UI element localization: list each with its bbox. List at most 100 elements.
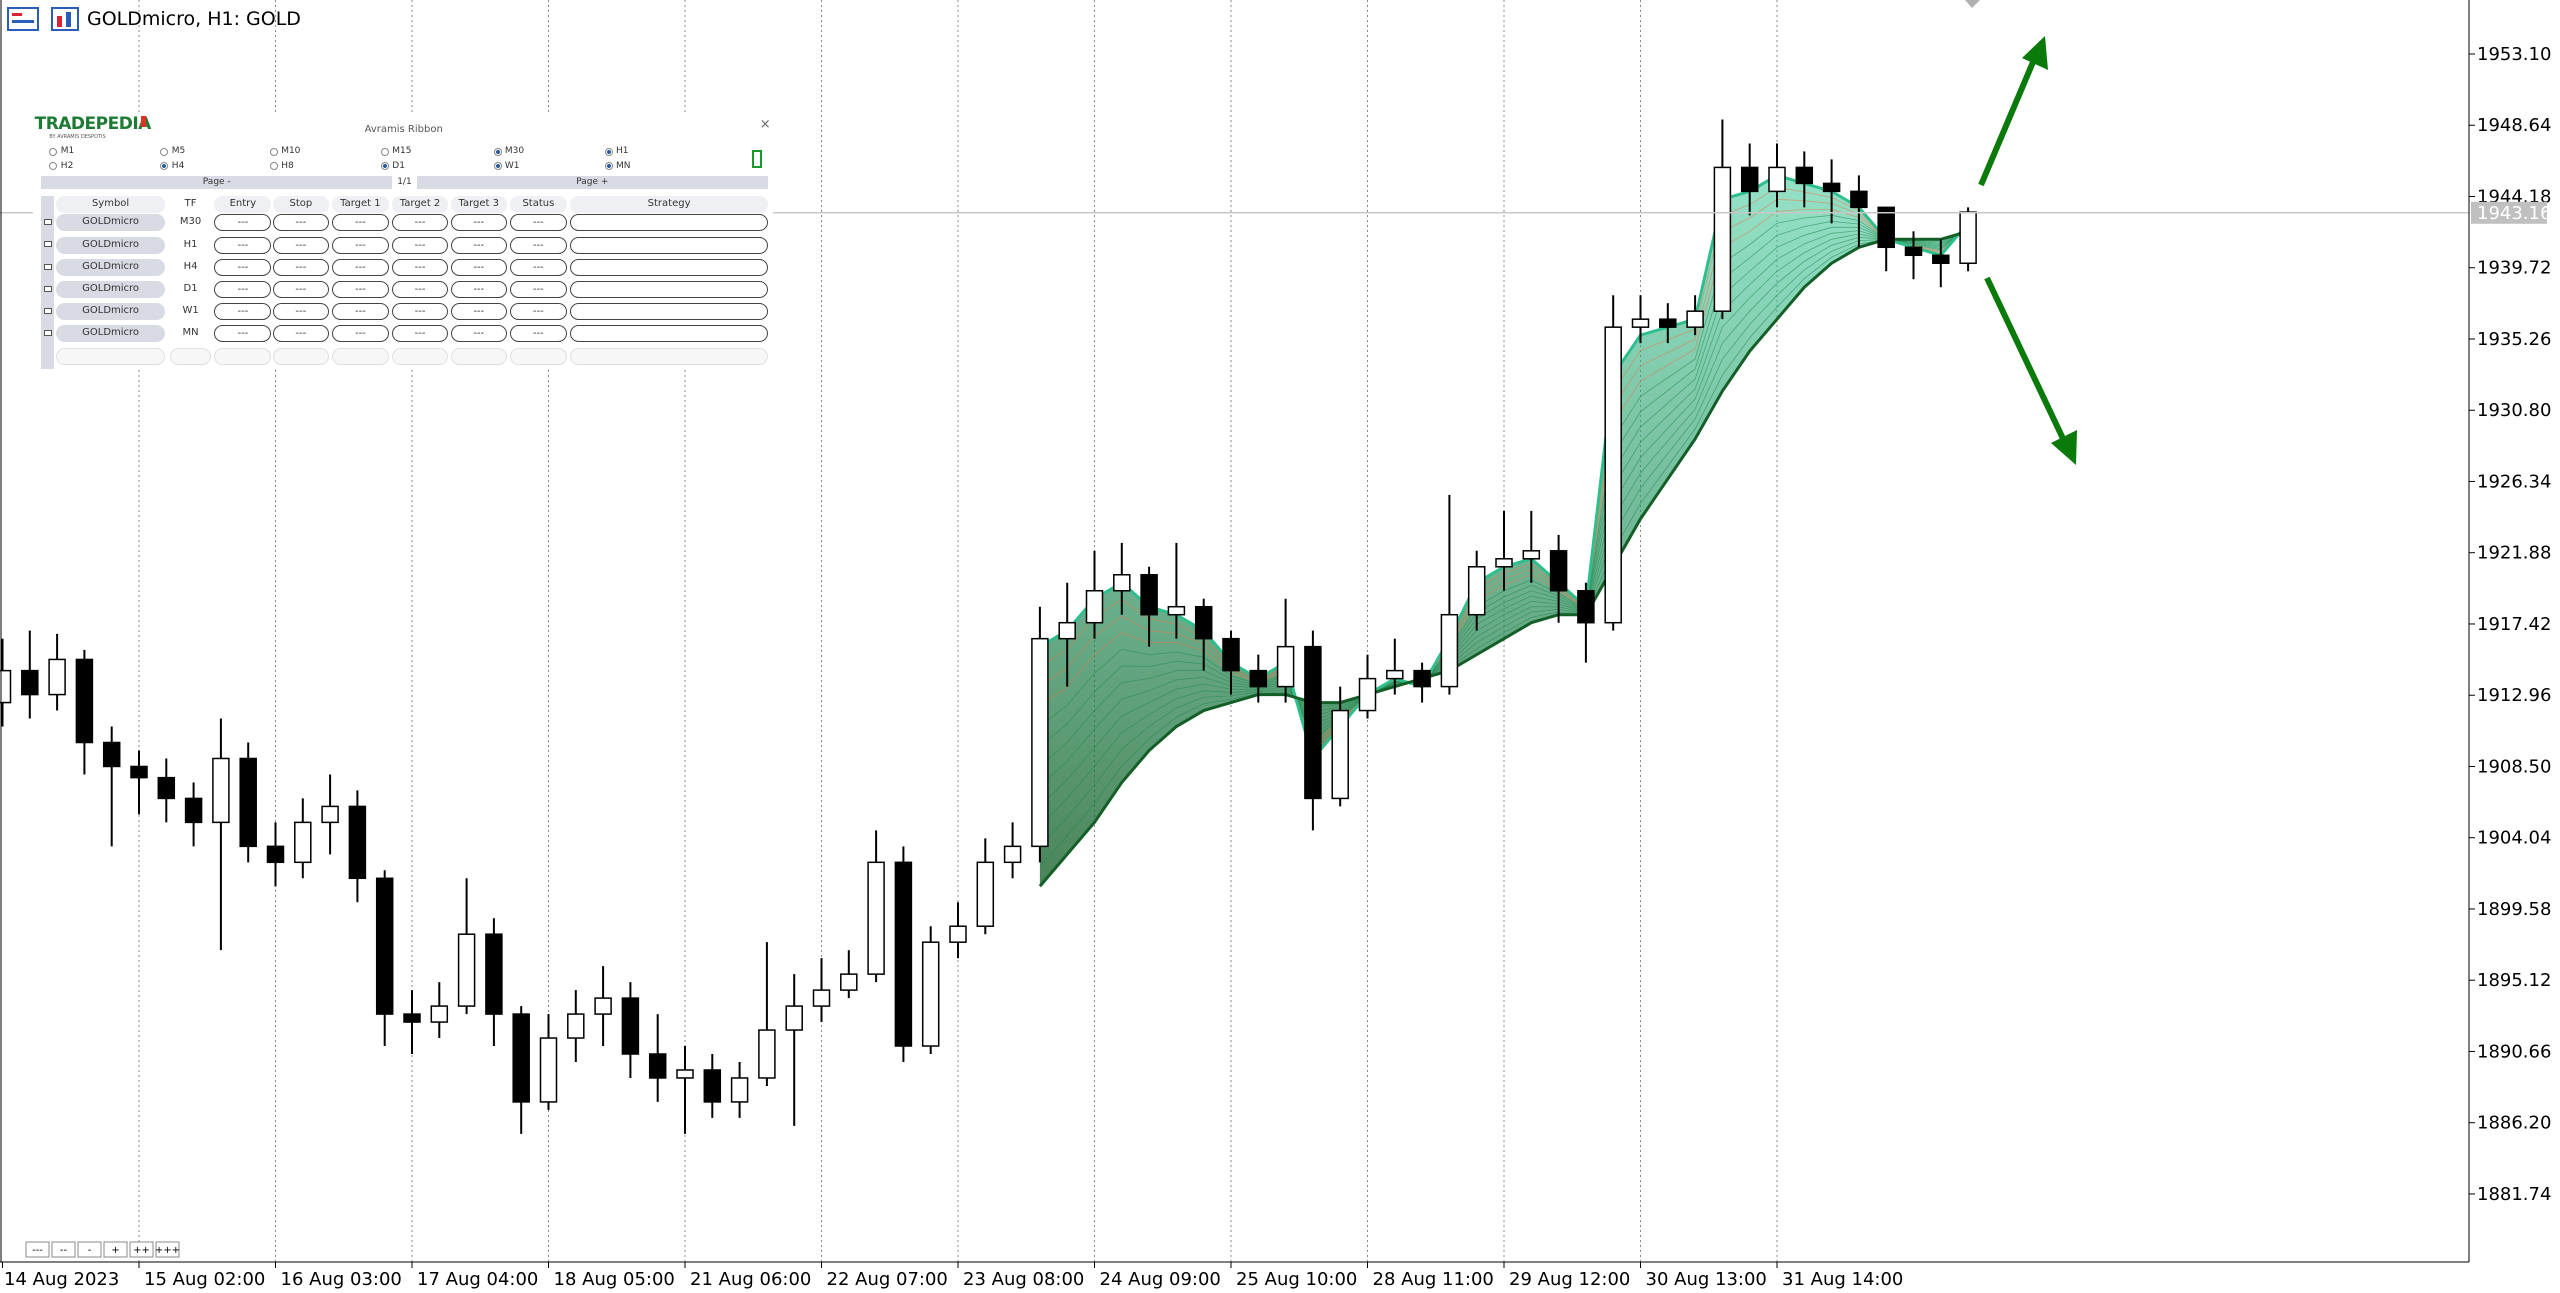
value-cell: --- <box>273 214 329 232</box>
candle-body <box>75 658 94 744</box>
symbol-cell: GOLDmicro <box>55 258 166 276</box>
menu-icon[interactable] <box>7 7 39 31</box>
zoom-button[interactable] <box>25 1241 50 1258</box>
symbol-cell: GOLDmicro <box>55 280 166 298</box>
radio[interactable] <box>49 147 58 156</box>
candle-body <box>648 1053 667 1079</box>
row-icon[interactable] <box>43 285 52 292</box>
candle-body <box>0 669 12 704</box>
value-cell: --- <box>451 325 507 343</box>
empty-cell <box>170 347 211 365</box>
value-cell: --- <box>392 325 448 343</box>
candle-body <box>676 1069 694 1079</box>
value-cell: --- <box>509 258 567 276</box>
candle-body <box>567 1013 585 1039</box>
row-icon[interactable] <box>43 263 52 270</box>
y-tick-label: 1912.96 <box>2477 685 2551 706</box>
zoom-button[interactable] <box>129 1241 154 1258</box>
zoom-button[interactable] <box>103 1241 128 1258</box>
zoom-button-label: - <box>88 1245 92 1256</box>
candle-body <box>1194 605 1213 640</box>
value-cell: --- <box>509 325 567 343</box>
ribbon-hairline <box>1039 227 1969 787</box>
candle-body <box>921 941 940 1047</box>
row-icon[interactable] <box>43 219 52 226</box>
radio[interactable] <box>160 147 169 156</box>
radio-label: M10 <box>281 145 301 156</box>
candle-body <box>1113 574 1131 592</box>
price-label-box <box>2471 201 2547 224</box>
radio[interactable] <box>269 162 278 171</box>
radio[interactable] <box>380 162 389 171</box>
column-header: TF <box>184 197 197 209</box>
candle-body <box>102 741 121 768</box>
row-icon[interactable] <box>43 308 52 314</box>
row-icon[interactable] <box>43 330 52 337</box>
zoom-button-label: +++ <box>155 1245 180 1256</box>
zoom-button[interactable] <box>51 1241 76 1258</box>
arrow-up <box>1978 36 2048 187</box>
value-cell <box>570 214 768 232</box>
radio[interactable] <box>604 147 613 156</box>
zoom-button[interactable] <box>77 1241 102 1258</box>
column-header: Entry <box>214 195 272 213</box>
page-prev[interactable]: Page - <box>41 176 393 190</box>
chart-icon[interactable] <box>51 7 79 31</box>
x-tick-label: 14 Aug 2023 <box>4 1269 119 1290</box>
radio[interactable] <box>380 147 389 156</box>
arrow-down <box>1984 276 2077 465</box>
avramis-ribbon-panel: TRADEPEDIA BY AVRAMIS DESPOTIS Avramis Rib… <box>33 114 773 369</box>
candle-body <box>621 997 640 1055</box>
tf-cell: W1 <box>182 305 199 317</box>
radio[interactable] <box>269 147 278 156</box>
close-button[interactable]: × <box>759 117 771 133</box>
column-header: Strategy <box>570 195 768 213</box>
value-cell: --- <box>451 236 507 254</box>
x-tick-label: 24 Aug 09:00 <box>1100 1269 1221 1290</box>
candle-body <box>1549 550 1568 592</box>
x-tick-label: 29 Aug 12:00 <box>1509 1269 1630 1290</box>
candle-body <box>1604 326 1622 624</box>
candle-body <box>1031 637 1049 848</box>
y-tick-label: 1895.12 <box>2477 970 2551 991</box>
candle-body <box>1058 621 1076 640</box>
radio[interactable] <box>49 162 58 171</box>
radio[interactable] <box>493 147 502 156</box>
candle-body <box>1740 166 1759 193</box>
candle-body <box>1795 166 1814 185</box>
value-cell: --- <box>451 258 507 276</box>
candle-body <box>266 845 285 864</box>
row-icon[interactable] <box>43 241 52 248</box>
column-header: Stop <box>273 195 329 213</box>
zoom-button[interactable] <box>155 1241 180 1258</box>
brand-sub: BY AVRAMIS DESPOTIS <box>49 133 106 140</box>
x-tick-label: 23 Aug 08:00 <box>963 1269 1084 1290</box>
ribbon-hairline <box>1039 228 1969 807</box>
candle-body <box>1467 566 1486 616</box>
value-cell: --- <box>214 303 272 321</box>
page-next[interactable]: Page + <box>416 176 768 190</box>
candle-body <box>375 877 394 1015</box>
value-cell: --- <box>331 303 389 321</box>
candle-body <box>594 997 612 1015</box>
candle-body <box>894 861 913 1047</box>
zoom-button-label: -- <box>60 1245 68 1256</box>
radio[interactable] <box>160 162 169 171</box>
y-tick-label: 1886.20 <box>2477 1113 2551 1134</box>
row-strip <box>41 195 55 369</box>
column-header: Symbol <box>55 195 166 213</box>
ribbon-hairline <box>1039 226 1969 767</box>
radio[interactable] <box>604 162 613 171</box>
radio-label: M1 <box>60 145 75 156</box>
empty-cell <box>55 347 166 365</box>
value-cell <box>570 325 768 343</box>
tf-cell: M30 <box>179 216 202 228</box>
value-cell: --- <box>273 280 329 298</box>
y-tick-label: 1926.34 <box>2477 471 2551 492</box>
candle-body <box>294 821 312 864</box>
candle-body <box>1877 206 1895 249</box>
candle-body <box>48 658 66 696</box>
candle-body <box>157 776 176 800</box>
candle-body <box>457 933 476 1007</box>
radio[interactable] <box>493 162 502 171</box>
